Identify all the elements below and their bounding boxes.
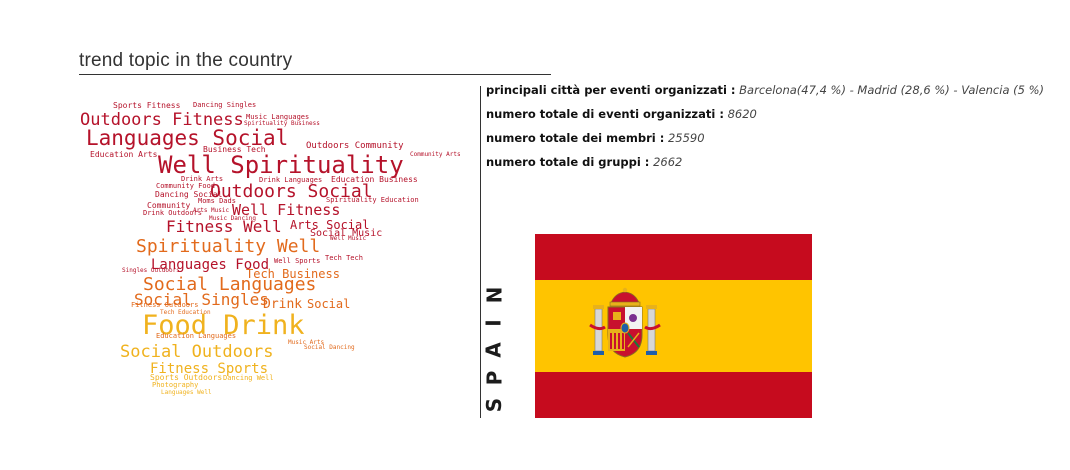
stat-top-cities: principali città per eventi organizzati …	[486, 83, 1044, 97]
word-cloud-term: Languages Well	[161, 389, 212, 396]
word-cloud-term: Social	[307, 297, 351, 311]
word-cloud-term: Education Business	[331, 175, 418, 184]
word-cloud-term: Languages Social	[86, 126, 289, 150]
word-cloud-term: Business Tech	[203, 145, 266, 154]
word-cloud-term: Sports Outdoors	[150, 373, 223, 382]
word-cloud-term: Education Languages	[156, 332, 237, 340]
stat-total-events: numero totale di eventi organizzati : 86…	[486, 107, 757, 121]
stat-value: 8620	[727, 107, 757, 121]
flag-red-stripe-top	[535, 234, 812, 280]
word-cloud-term: Arts Music	[193, 207, 230, 214]
word-cloud-term: Dancing Singles	[193, 101, 257, 109]
word-cloud-term: Music Dancing	[209, 215, 256, 222]
word-cloud-term: Dancing Social	[155, 190, 223, 199]
word-cloud-term: Well Spirituality	[158, 151, 404, 179]
flag-red-stripe-bottom	[535, 372, 812, 418]
word-cloud-term: Social Dancing	[304, 344, 355, 351]
word-cloud-term: Tech Tech	[325, 254, 363, 262]
word-cloud-term: Community Arts	[410, 151, 461, 158]
word-cloud-term: Music Languages	[246, 113, 310, 121]
stat-label: principali città per eventi organizzati …	[486, 83, 736, 97]
word-cloud-term: Drink	[263, 297, 303, 312]
stat-total-groups: numero totale di gruppi : 2662	[486, 155, 682, 169]
word-cloud-term: Well Fitness	[232, 201, 341, 219]
word-cloud-term: Outdoors Social	[210, 181, 373, 202]
country-label: N I A P S	[481, 283, 506, 421]
country-letter: P	[481, 370, 506, 385]
stat-value: 25590	[667, 131, 705, 145]
stat-value: Barcelona(47,4 %) - Madrid (28,6 %) - Va…	[739, 83, 1045, 97]
word-cloud-term: Well Music	[330, 235, 367, 242]
word-cloud-term: Social Outdoors	[120, 342, 274, 362]
stat-label: numero totale di eventi organizzati :	[486, 107, 724, 121]
word-cloud-term: Spirituality Education	[326, 196, 419, 204]
word-cloud-term: Drink Languages	[259, 176, 323, 184]
word-cloud-term: Moms Dads	[198, 197, 236, 205]
word-cloud-term: Fitness Outdoors	[131, 301, 199, 309]
spain-flag	[535, 234, 812, 418]
word-cloud-term: Music Arts	[288, 339, 325, 346]
word-cloud-term: Drink Outdoors	[143, 209, 203, 217]
title-underline	[79, 74, 551, 75]
word-cloud-term: Tech Education	[160, 309, 211, 316]
word-cloud-term: Drink Arts	[181, 175, 224, 183]
word-cloud-term: Tech Business	[246, 267, 340, 281]
stat-value: 2662	[653, 155, 683, 169]
word-cloud-term: Fitness Well	[166, 217, 282, 236]
country-letter: S	[482, 397, 506, 413]
word-cloud-term: Social Languages	[143, 274, 317, 295]
country-letter: N	[482, 286, 506, 304]
section-title: trend topic in the country	[79, 50, 293, 71]
word-cloud-term: Food Drink	[142, 310, 305, 341]
word-cloud-term: Outdoors Fitness	[80, 110, 244, 130]
word-cloud-term: Dancing Well	[223, 374, 274, 382]
word-cloud-term: Outdoors Community	[306, 141, 404, 151]
word-cloud-term: Singles Outdoors	[122, 267, 180, 274]
word-cloud-term: Fitness Sports	[150, 361, 269, 377]
stat-label: numero totale di gruppi :	[486, 155, 650, 169]
vertical-divider	[480, 86, 481, 418]
word-cloud-term: Social Music	[310, 228, 383, 239]
coat-of-arms-icon	[589, 287, 661, 358]
stat-total-members: numero totale dei membri : 25590	[486, 131, 705, 145]
word-cloud-term: Community	[147, 201, 191, 210]
word-cloud-term: Community Food	[156, 182, 216, 190]
word-cloud-term: Well Sports	[274, 257, 321, 265]
word-cloud-term: Photography	[152, 381, 199, 389]
word-cloud-term: Social Singles	[134, 290, 269, 309]
word-cloud-term: Arts Social	[290, 218, 370, 232]
word-cloud-term: Sports Fitness	[113, 101, 181, 110]
word-cloud-term: Spirituality Business	[244, 120, 320, 127]
word-cloud-term: Languages Food	[151, 257, 270, 273]
country-letter: A	[481, 342, 506, 358]
word-cloud-term: Spirituality Well	[136, 236, 321, 257]
word-cloud-term: Education Arts	[90, 150, 158, 159]
stat-label: numero totale dei membri :	[486, 131, 665, 145]
flag-yellow-stripe	[535, 280, 812, 372]
country-letter: I	[481, 318, 506, 327]
